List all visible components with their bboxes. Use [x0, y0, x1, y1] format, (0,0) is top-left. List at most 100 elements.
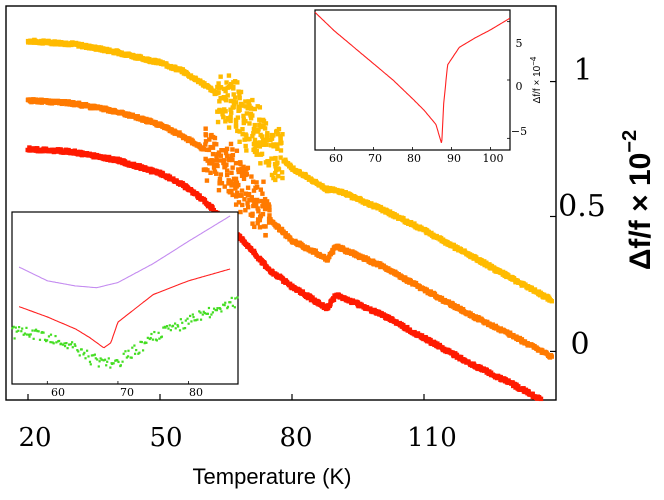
green-point [84, 357, 87, 360]
middle-point [244, 172, 250, 177]
y-axis-title-base: Δf/f × 10 [624, 153, 657, 270]
green-point [210, 313, 213, 316]
top-point [541, 292, 547, 297]
bottom-point [72, 148, 77, 153]
y-tick-label: 0 [570, 327, 589, 362]
green-point [121, 360, 124, 363]
top-point [257, 144, 263, 149]
green-point [49, 341, 52, 344]
middle-point [203, 126, 208, 131]
top-point [244, 111, 250, 116]
top-point [178, 66, 183, 72]
green-point [140, 340, 143, 344]
top-point [276, 167, 282, 172]
green-point [82, 353, 85, 356]
top-point [228, 118, 233, 124]
main-ticks-group [27, 80, 556, 400]
green-point [226, 305, 230, 308]
middle-point [239, 188, 245, 193]
top-point [226, 125, 232, 130]
green-point [87, 355, 90, 358]
middle-point [240, 202, 245, 208]
middle-point [239, 193, 244, 198]
x-tick-label: 110 [407, 423, 457, 453]
top-point [216, 90, 221, 95]
middle-point [197, 143, 202, 148]
top-point [240, 103, 245, 108]
middle-point [203, 133, 209, 138]
green-point [133, 352, 137, 355]
top-point [247, 136, 252, 142]
violet-line [18, 215, 231, 289]
green-point [86, 349, 89, 352]
green-point [34, 328, 38, 331]
middle-point [264, 199, 270, 204]
middle-point [250, 179, 256, 184]
top-point [233, 100, 239, 105]
top-point [258, 118, 264, 123]
green-point [211, 311, 214, 314]
top-point [257, 140, 263, 145]
top-point [263, 121, 269, 126]
green-point [212, 307, 216, 310]
green-point [193, 319, 196, 322]
top-point [474, 255, 479, 260]
green-point [176, 324, 179, 327]
green-point [28, 335, 31, 338]
middle-point [228, 141, 234, 147]
green-point [203, 312, 206, 315]
green-point [32, 337, 35, 340]
inset2-x-tick-label: 60 [51, 386, 65, 399]
middle-point [204, 178, 210, 183]
top-point [273, 164, 278, 169]
top-point [233, 117, 239, 123]
green-point [17, 329, 20, 332]
middle-point [255, 199, 260, 204]
green-point [206, 312, 210, 315]
green-point [135, 348, 138, 352]
middle-point [211, 165, 217, 170]
green-point [29, 333, 32, 336]
top-point [269, 172, 275, 178]
top-point [253, 140, 259, 146]
green-point [70, 341, 74, 344]
top-point [251, 131, 256, 136]
green-point [160, 335, 164, 338]
green-point [105, 364, 108, 367]
top-point [252, 137, 258, 143]
top-point [262, 126, 268, 131]
green-point [205, 312, 208, 315]
middle-point [218, 172, 224, 177]
green-point [224, 301, 227, 304]
green-point [55, 341, 58, 344]
green-point [25, 326, 28, 329]
green-point [192, 315, 195, 319]
middle-point [135, 114, 140, 119]
top-point [280, 175, 285, 181]
green-point [220, 310, 223, 313]
top-point [223, 119, 228, 124]
bottom-point [328, 302, 333, 307]
green-point [52, 342, 55, 345]
green-point [184, 319, 187, 322]
green-point [61, 343, 65, 346]
green-point [182, 327, 185, 330]
green-point [155, 339, 158, 342]
green-point [112, 362, 115, 365]
green-point [168, 324, 171, 327]
top-point [259, 134, 265, 139]
middle-point [251, 188, 257, 193]
middle-point [226, 178, 231, 183]
green-point [54, 334, 57, 338]
middle-point [327, 254, 332, 259]
middle-point [207, 137, 212, 142]
middle-point [221, 160, 226, 166]
inset-top-right: 60 70 80 90 100 5 0 −5 Δf/f × 10−4 [314, 9, 543, 165]
green-point [93, 353, 96, 356]
bottom-point [120, 160, 125, 166]
green-point [20, 330, 23, 333]
top-point [248, 116, 254, 121]
bottom-point [530, 391, 535, 397]
middle-point [224, 153, 230, 159]
green-point [130, 356, 133, 359]
